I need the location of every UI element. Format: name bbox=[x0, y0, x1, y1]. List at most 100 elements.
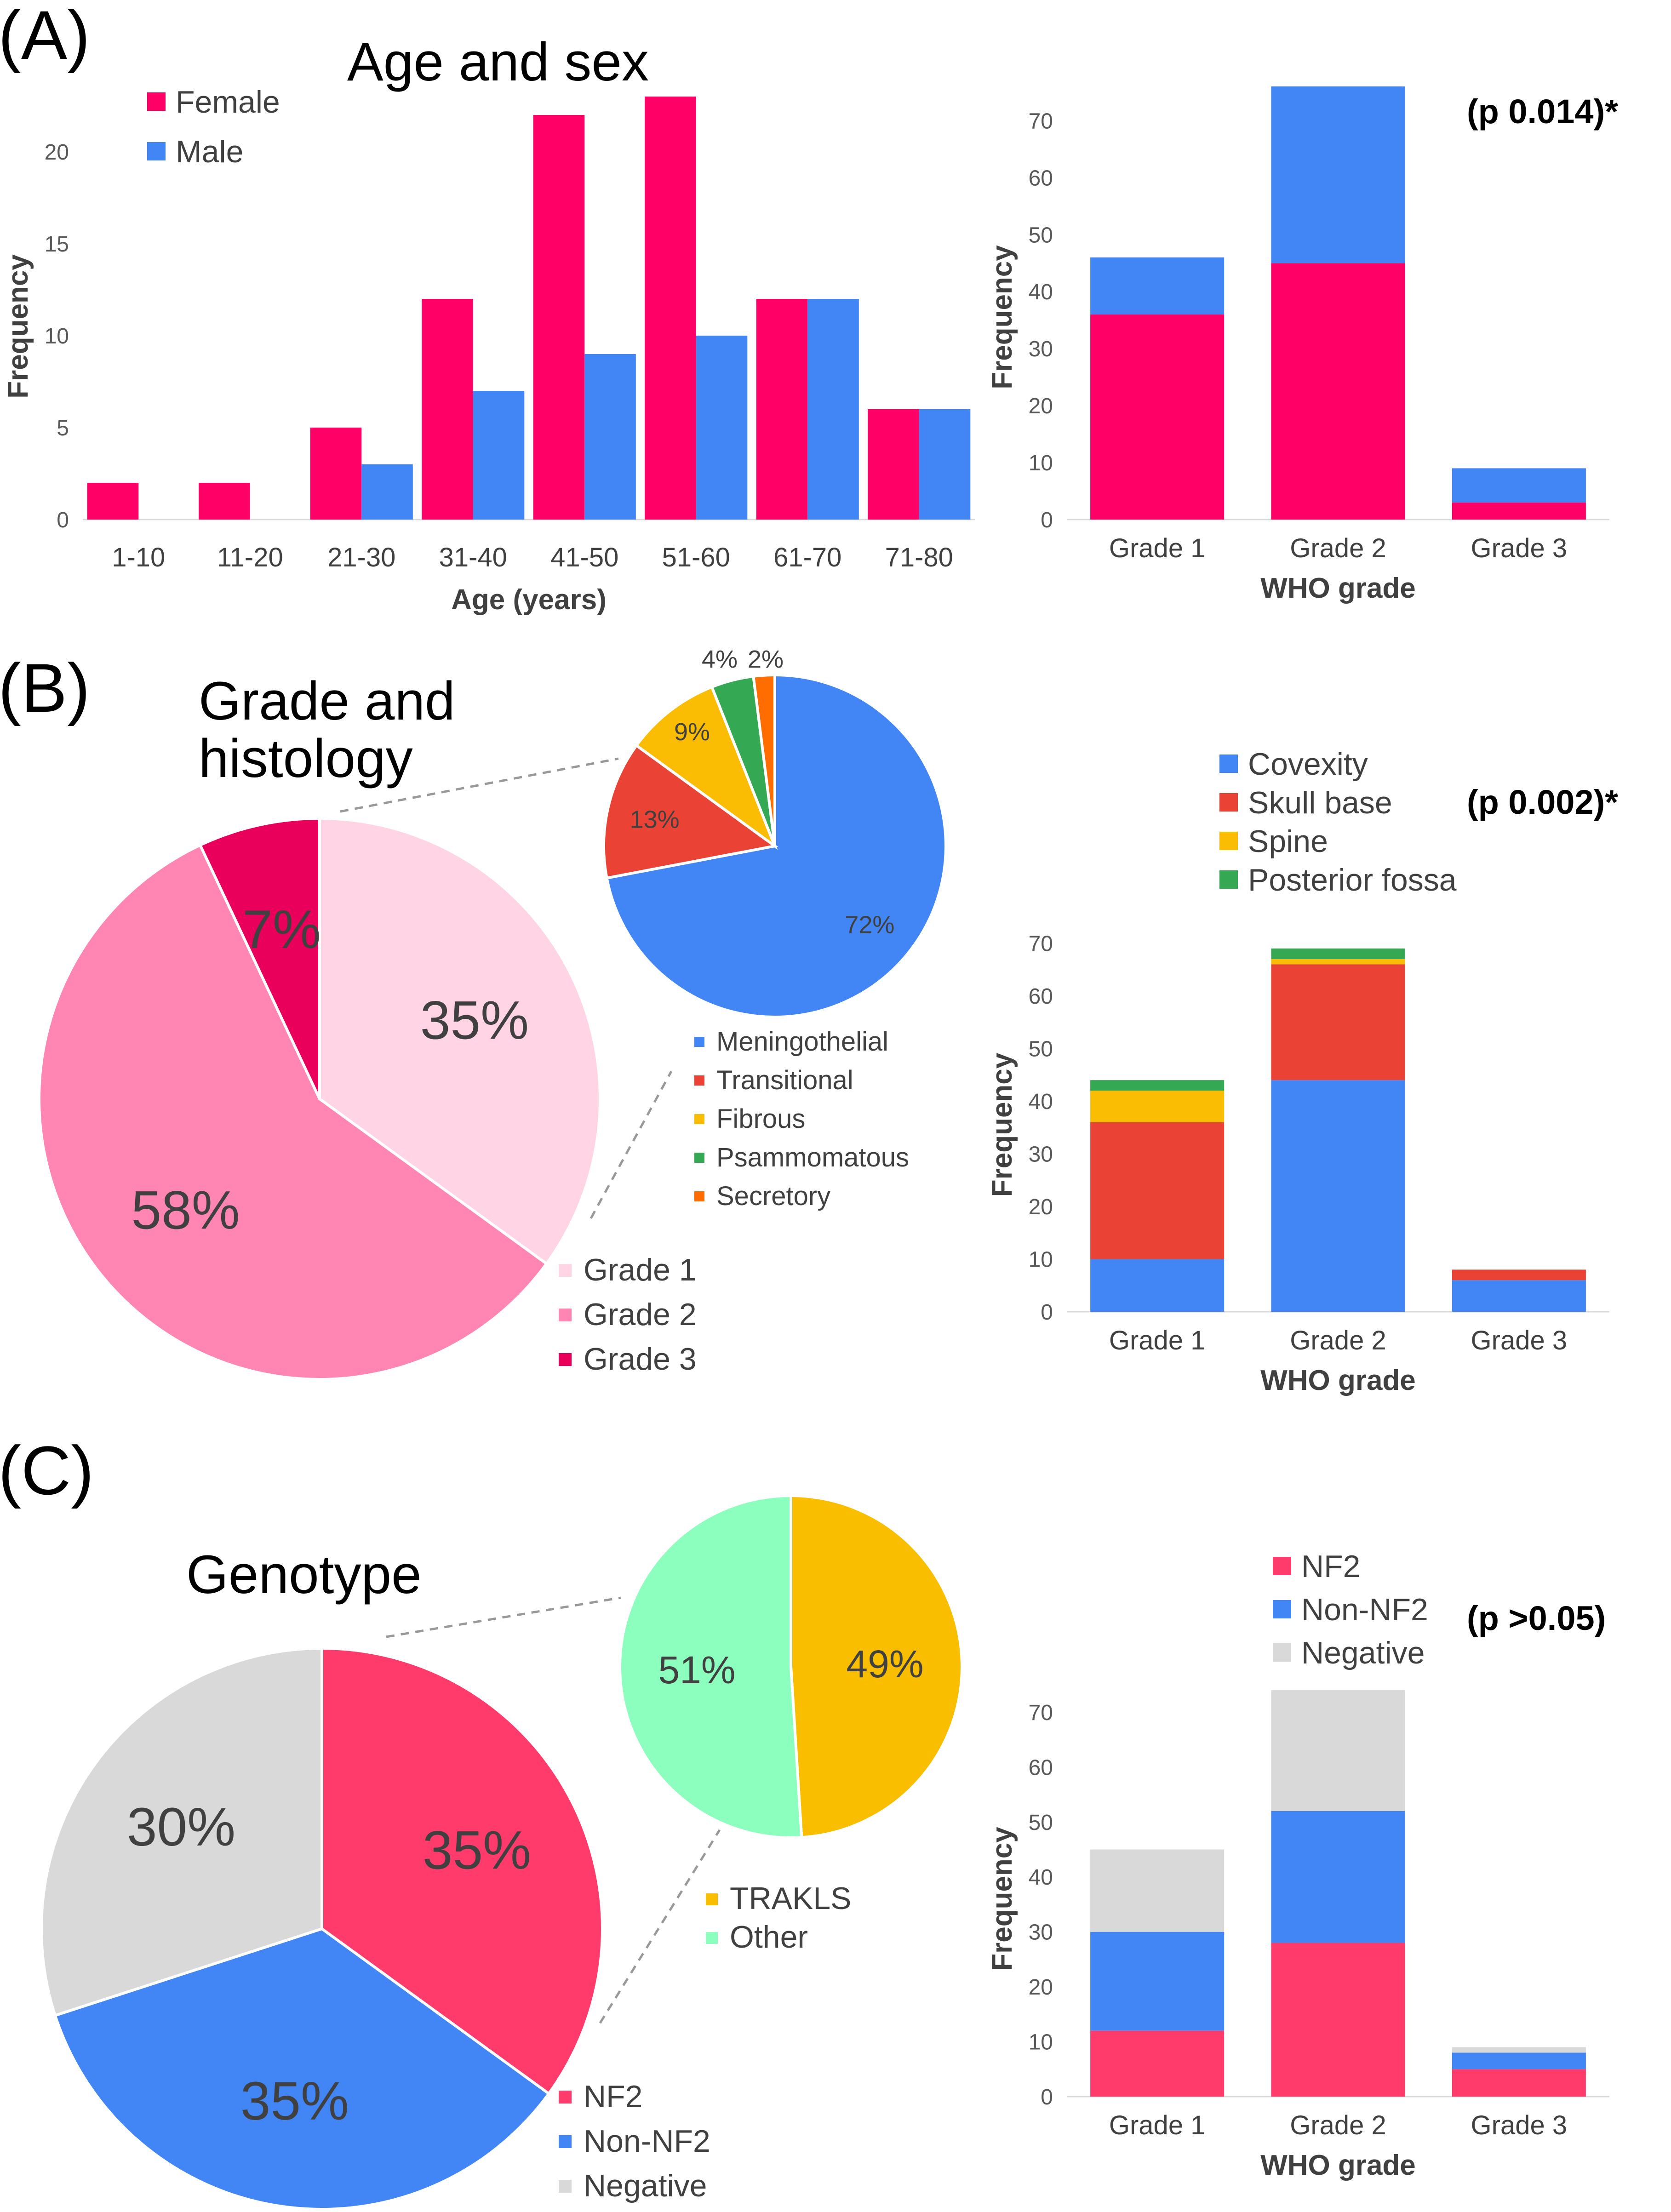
x-tick-label: 71-80 bbox=[885, 543, 953, 572]
pie-label-grade-3: 7% bbox=[242, 899, 321, 960]
bar-spine-grade-2 bbox=[1271, 959, 1405, 965]
legend-swatch-grade-1 bbox=[559, 1264, 572, 1277]
bar-male-41-50 bbox=[584, 354, 636, 520]
pie-slice-nf2 bbox=[320, 1646, 604, 2096]
genotype-pie-chart: 35% 35% 30% NF2 Non-NF2 Negative bbox=[40, 1646, 710, 2211]
legend-swatch-male bbox=[147, 142, 166, 160]
x-tick-label: 11-20 bbox=[217, 543, 283, 572]
x-tick-label: 1-10 bbox=[112, 543, 165, 572]
pie-slice-secretory bbox=[752, 673, 776, 846]
y-tick-label: 10 bbox=[45, 324, 69, 349]
y-tick-label: 70 bbox=[1029, 1701, 1053, 1725]
pie-label-transitional: 13% bbox=[630, 806, 680, 833]
x-tick-label: Grade 3 bbox=[1471, 533, 1568, 563]
connector-line bbox=[599, 1829, 721, 2024]
panel-a-label: (A) bbox=[0, 0, 90, 74]
y-tick-label: 0 bbox=[1041, 2085, 1053, 2109]
legend-label-secretory: Secretory bbox=[716, 1181, 830, 1211]
legend-swatch-non-nf2 bbox=[1273, 1600, 1291, 1618]
pie-slice-trakls bbox=[790, 1494, 964, 1839]
bar-female-grade-3 bbox=[1452, 502, 1586, 520]
bar-female-71-80 bbox=[868, 409, 919, 520]
bar-negative-grade-3 bbox=[1452, 2047, 1586, 2053]
legend-swatch-female bbox=[147, 92, 166, 111]
bar-male-51-60 bbox=[696, 336, 748, 520]
bar-non-nf2-grade-2 bbox=[1271, 1811, 1405, 1943]
legend-swatch-meningothelial bbox=[694, 1037, 704, 1047]
x-tick-label: 61-70 bbox=[773, 543, 841, 572]
bar-skull-base-grade-2 bbox=[1271, 964, 1405, 1080]
y-tick-label: 60 bbox=[1029, 166, 1053, 190]
legend-swatch-trakls bbox=[706, 1893, 718, 1905]
bar-male-grade-2 bbox=[1271, 86, 1405, 263]
legend-swatch-nf2 bbox=[559, 2091, 572, 2103]
legend-label-posterior-fossa: Posterior fossa bbox=[1248, 863, 1457, 897]
bar-nf2-grade-1 bbox=[1090, 2030, 1225, 2097]
legend-label-grade-1: Grade 1 bbox=[584, 1252, 697, 1287]
bar-female-31-40 bbox=[422, 299, 473, 520]
bar-posterior-fossa-grade-1 bbox=[1090, 1080, 1225, 1091]
bar-female-1-10 bbox=[87, 483, 139, 520]
bar-female-21-30 bbox=[310, 428, 362, 520]
grade-pie-chart: 35% 58% 7% Grade 1 Grade 2 Grade 3 bbox=[38, 817, 697, 1381]
sex-by-grade-chart: 0 10 20 30 40 50 60 70 Grade 1 Grade 2 Grade 3 WHO … bbox=[986, 86, 1609, 604]
y-tick-label: 40 bbox=[1029, 280, 1053, 304]
bar-female-61-70 bbox=[756, 299, 808, 520]
pie-slice-transitional bbox=[602, 743, 778, 880]
legend-swatch-secretory bbox=[694, 1191, 704, 1201]
bar-covexity-grade-1 bbox=[1090, 1259, 1225, 1312]
legend-swatch-other bbox=[706, 1932, 718, 1944]
pie-slice-other bbox=[618, 1494, 803, 1839]
bar-male-grade-1 bbox=[1090, 257, 1225, 314]
legend-swatch-nf2 bbox=[1273, 1557, 1291, 1575]
legend-swatch-posterior-fossa bbox=[1219, 870, 1238, 889]
y-tick-label: 70 bbox=[1029, 109, 1053, 133]
legend-swatch-psammomatous bbox=[694, 1153, 704, 1163]
y-tick-label: 0 bbox=[1041, 508, 1053, 532]
connector-line bbox=[340, 757, 619, 813]
y-tick-label: 20 bbox=[1029, 1975, 1053, 2000]
pie-label-grade-1: 35% bbox=[420, 990, 529, 1051]
bar-female-grade-1 bbox=[1090, 314, 1225, 520]
x-tick-label: Grade 2 bbox=[1290, 2110, 1386, 2140]
y-tick-label: 30 bbox=[1029, 1142, 1053, 1166]
y-tick-label: 60 bbox=[1029, 1755, 1053, 1780]
y-tick-label: 30 bbox=[1029, 1920, 1053, 1945]
pie-label-psammomatous: 4% bbox=[702, 646, 738, 673]
pie-label-meningothelial: 72% bbox=[845, 911, 894, 939]
pie-slice-non-nf2 bbox=[53, 1927, 551, 2211]
bar-nf2-grade-2 bbox=[1271, 1943, 1405, 2097]
pie-slice-negative bbox=[40, 1646, 323, 2018]
y-tick-label: 20 bbox=[45, 140, 69, 165]
pie-label-negative: 30% bbox=[127, 1797, 235, 1858]
panel-a-title: Age and sex bbox=[347, 32, 649, 92]
bar-male-71-80 bbox=[919, 409, 971, 520]
legend-swatch-non-nf2 bbox=[559, 2135, 572, 2148]
bar-covexity-grade-2 bbox=[1271, 1080, 1405, 1312]
legend-label-covexity: Covexity bbox=[1248, 747, 1368, 782]
x-axis-label: WHO grade bbox=[1260, 1365, 1416, 1396]
bar-nf2-grade-3 bbox=[1452, 2069, 1586, 2097]
x-tick-label: 21-30 bbox=[327, 543, 395, 572]
legend-label-trakls: TRAKLS bbox=[730, 1881, 852, 1916]
bar-female-41-50 bbox=[533, 115, 585, 520]
age-sex-histogram: 0 5 10 15 20 1-10 11-20 21-30 31-40 41-50 51-60 61-… bbox=[2, 85, 975, 616]
pie-slice-fibrous bbox=[634, 685, 778, 850]
panel-c-label: (C) bbox=[0, 1432, 94, 1509]
y-tick-label: 50 bbox=[1029, 1811, 1053, 1835]
panel-a-p-value: (p 0.014)* bbox=[1467, 92, 1618, 131]
pie-label-non-nf2: 35% bbox=[240, 2071, 349, 2132]
y-tick-label: 40 bbox=[1029, 1865, 1053, 1890]
y-axis-label: Frequency bbox=[986, 245, 1018, 389]
x-tick-label: Grade 2 bbox=[1290, 1326, 1386, 1355]
y-tick-label: 20 bbox=[1029, 1195, 1053, 1219]
x-axis-label: Age (years) bbox=[451, 584, 607, 616]
panel-b-p-value: (p 0.002)* bbox=[1467, 783, 1618, 821]
pie-slice-grade-2 bbox=[38, 843, 549, 1381]
bar-spine-grade-1 bbox=[1090, 1091, 1225, 1122]
legend-label-nf2: NF2 bbox=[1301, 1549, 1360, 1584]
pie-connectors bbox=[340, 757, 721, 2024]
x-tick-label: Grade 2 bbox=[1290, 533, 1386, 563]
pie-label-trakls: 49% bbox=[846, 1642, 923, 1686]
